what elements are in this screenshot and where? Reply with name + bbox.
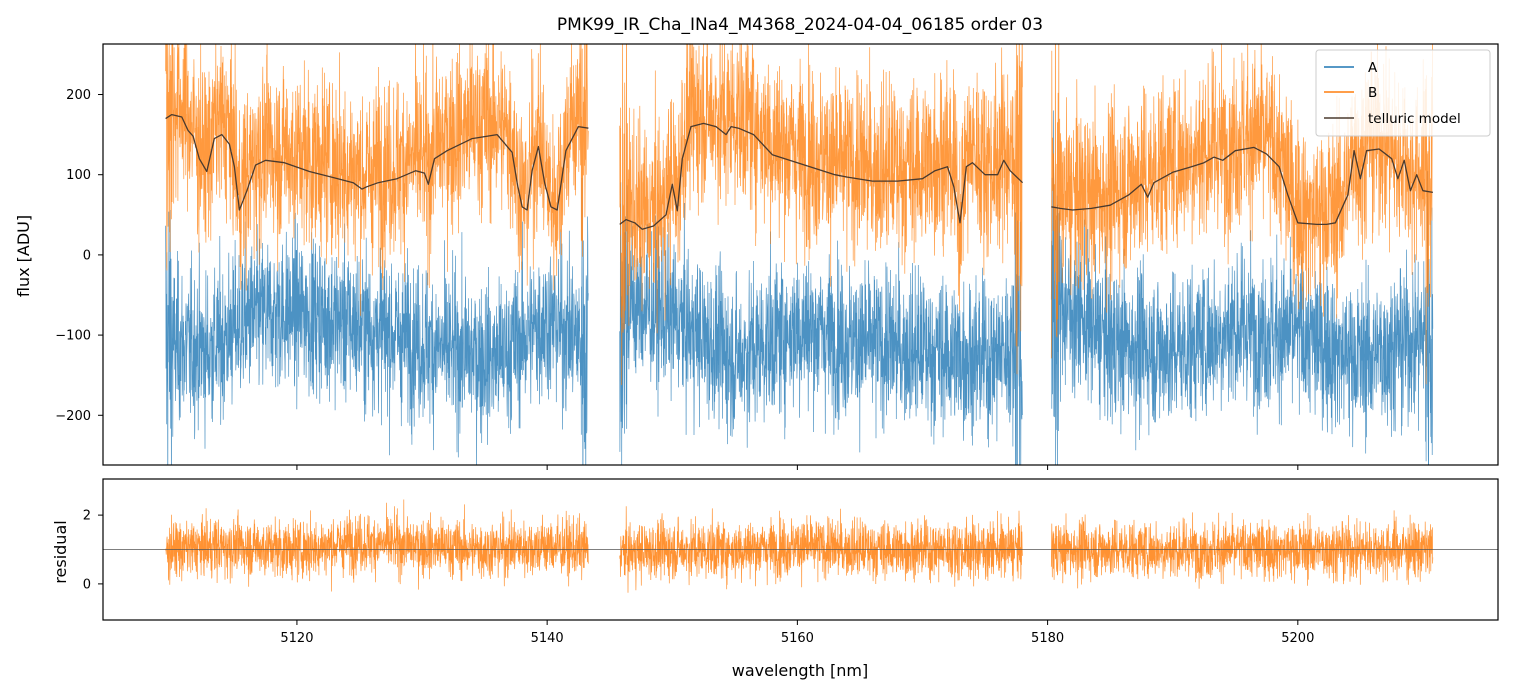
flux-y-tick-label: 200 (66, 88, 91, 103)
residual-x-tick-label: 5180 (1031, 631, 1064, 646)
flux-y-ticks: −200 −100 0 100 200 (55, 88, 103, 424)
flux-x-ticks (296, 465, 1299, 470)
residual-y-ticks: 02 (83, 509, 103, 592)
chart-title: PMK99_IR_Cha_INa4_M4368_2024-04-04_06185… (557, 15, 1043, 35)
telluric-model-segment-3 (1051, 146, 1434, 226)
flux-y-tick-label: −200 (55, 409, 91, 424)
residual-x-tick-label: 5140 (531, 631, 564, 646)
residual-x-tick-label: 5160 (781, 631, 814, 646)
residual-y-tick-label: 0 (83, 577, 91, 592)
flux-y-tick-label: 0 (83, 248, 91, 263)
residual-axes-frame (102, 478, 1499, 621)
legend-label-A: A (1368, 60, 1378, 76)
flux-y-tick-label: 100 (66, 168, 91, 183)
series-residual (165, 499, 1434, 593)
flux-y-tick-label: −100 (55, 329, 91, 344)
series-A-line (165, 110, 1434, 465)
residual-y-tick-label: 2 (83, 509, 91, 524)
x-axis-label: wavelength [nm] (732, 661, 869, 680)
residual-line (165, 499, 1434, 593)
legend: A B telluric model (1315, 49, 1491, 137)
legend-label-B: B (1368, 85, 1377, 101)
telluric-model-segment-1 (165, 113, 589, 211)
series-telluric-model (165, 113, 1434, 230)
residual-x-tick-label: 5120 (280, 631, 313, 646)
residual-x-tick-label: 5200 (1281, 631, 1314, 646)
residual-panel: 02 5120 5140 5160 5180 5200 residual wavelen… (51, 478, 1499, 680)
legend-label-telluric: telluric model (1368, 111, 1461, 127)
flux-plot-area (165, 44, 1434, 465)
residual-y-axis-label: residual (51, 520, 70, 583)
telluric-model-segment-2 (619, 122, 1024, 230)
legend-box (1315, 49, 1491, 137)
residual-plot-area (103, 499, 1498, 593)
flux-panel: −200 −100 0 100 200 flux [ADU] A B telluric … (14, 43, 1499, 470)
series-A (165, 110, 1434, 465)
flux-y-axis-label: flux [ADU] (14, 215, 33, 297)
residual-x-ticks: 5120 5140 5160 5180 5200 (280, 620, 1314, 646)
